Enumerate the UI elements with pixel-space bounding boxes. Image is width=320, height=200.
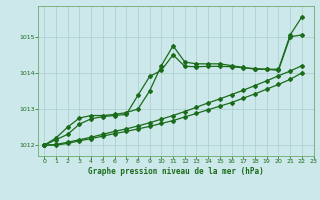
X-axis label: Graphe pression niveau de la mer (hPa): Graphe pression niveau de la mer (hPa) — [88, 167, 264, 176]
